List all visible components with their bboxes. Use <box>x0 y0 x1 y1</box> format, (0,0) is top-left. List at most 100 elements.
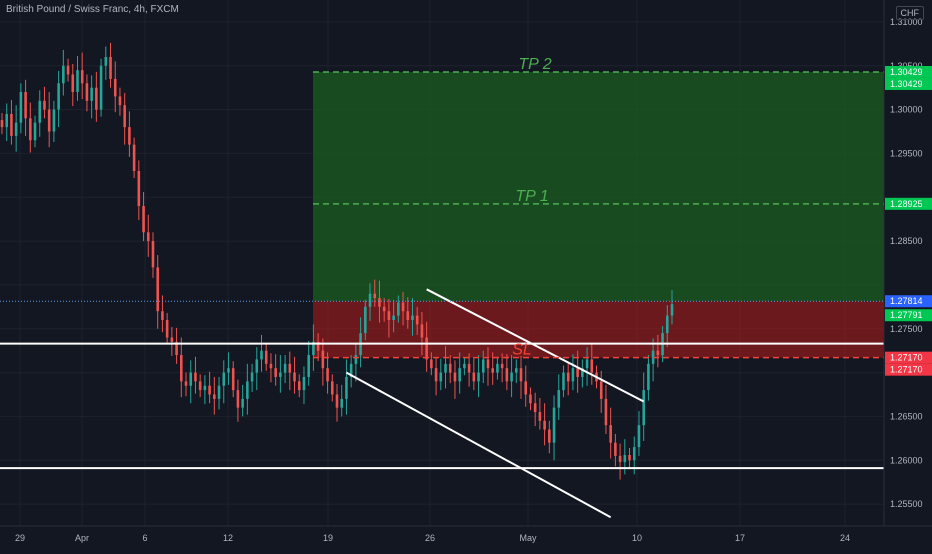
candle-body <box>246 381 249 399</box>
candle-body <box>590 359 594 373</box>
candle-body <box>665 315 669 334</box>
position-zones <box>313 71 884 358</box>
candle-body <box>529 394 532 404</box>
candle-body <box>10 113 13 136</box>
candle-body <box>180 355 183 382</box>
candle-body <box>80 70 84 84</box>
candle-body <box>378 298 381 307</box>
candle-body <box>439 372 443 382</box>
candle-body <box>453 372 457 382</box>
candle-body <box>524 381 528 395</box>
candle-body <box>198 381 202 391</box>
candle-body <box>161 311 164 320</box>
candle-body <box>632 447 636 461</box>
candle-body <box>434 368 438 382</box>
time-tick-label: 12 <box>223 533 233 543</box>
candle-body <box>151 241 155 268</box>
candle-body <box>496 363 499 373</box>
candle-body <box>184 381 188 386</box>
level-label: TP 1 <box>515 188 548 205</box>
time-axis-background <box>0 526 932 550</box>
candle-body <box>571 368 575 382</box>
candle-body <box>255 359 259 373</box>
candle-body <box>297 381 301 391</box>
price-tick-label: 1.31000 <box>890 17 923 27</box>
candle-body <box>538 412 542 421</box>
candle-body <box>623 454 627 463</box>
candle-body <box>463 363 466 369</box>
candle-body <box>269 363 273 369</box>
candle-body <box>43 100 46 110</box>
candle-body <box>66 65 70 75</box>
candle-body <box>472 372 476 382</box>
candle-body <box>90 87 93 101</box>
candle-body <box>411 315 414 320</box>
candle-body <box>609 425 612 443</box>
candle-body <box>581 368 584 377</box>
candle-body <box>397 302 400 316</box>
candle-body <box>312 341 315 356</box>
candle-body <box>29 118 32 141</box>
candle-body <box>132 144 136 171</box>
candle-body <box>467 363 471 373</box>
candle-body <box>562 372 565 391</box>
candle-body <box>38 100 42 123</box>
candle-body <box>231 368 235 391</box>
price-label-badge <box>885 197 932 210</box>
candle-body <box>62 65 65 84</box>
candle-body <box>637 425 641 448</box>
price-label-badge <box>885 77 932 90</box>
price-label-badge <box>885 295 932 308</box>
price-tick-label: 1.28500 <box>890 236 923 246</box>
candle-body <box>24 92 27 119</box>
candle-body <box>491 368 494 373</box>
candle-body <box>156 267 159 312</box>
candle-body <box>515 368 518 373</box>
candle-body <box>14 122 18 136</box>
candle-body <box>505 368 509 382</box>
time-tick-label: 19 <box>323 533 333 543</box>
candle-body <box>137 170 141 207</box>
candle-body <box>321 350 325 369</box>
candle-body <box>628 454 631 461</box>
candle-body <box>326 368 329 382</box>
candle-body <box>5 113 9 128</box>
candle-body <box>458 368 461 382</box>
time-tick-label: Apr <box>75 533 89 543</box>
price-axis: 1.31000 1.30500 1.30000 1.29500 1.28500 1.275… <box>883 0 932 550</box>
candle-body <box>642 390 645 426</box>
price-tick-label: 1.30000 <box>890 105 923 115</box>
price-label-text: 1.27814 <box>890 296 923 306</box>
candle-body <box>302 376 306 391</box>
candle-body <box>349 363 353 377</box>
candle-body <box>194 372 197 382</box>
time-tick-label: 26 <box>425 533 435 543</box>
currency-badge[interactable]: CHF <box>895 6 924 20</box>
candle-body <box>330 381 334 395</box>
time-tick-label: 17 <box>735 533 745 543</box>
candle-body <box>647 363 650 391</box>
candle-body <box>548 429 551 443</box>
candle-body <box>33 122 37 141</box>
candle-body <box>345 376 348 399</box>
candle-body <box>175 341 178 356</box>
candle-body <box>118 96 122 106</box>
candle-body <box>500 363 504 369</box>
candle-body <box>604 398 608 426</box>
candle-body <box>227 368 230 373</box>
candle-body <box>481 359 485 373</box>
price-tick-label: 1.27500 <box>890 324 923 334</box>
price-label-badge <box>885 363 932 376</box>
candle-body <box>189 372 193 386</box>
drawing-lines: TP 2 TP 1 SL <box>0 56 884 519</box>
candle-body <box>274 368 277 377</box>
candle-body <box>614 442 617 456</box>
price-label-text: 1.27170 <box>890 365 923 375</box>
candle-body <box>52 109 56 132</box>
candle-body <box>217 385 221 399</box>
candle-body <box>392 315 395 320</box>
candle-body <box>113 78 117 97</box>
time-tick-label: 24 <box>840 533 850 543</box>
